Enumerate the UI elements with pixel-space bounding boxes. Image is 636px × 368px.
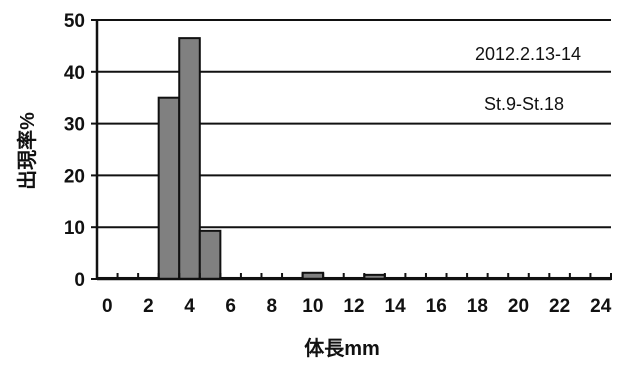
bar-series <box>96 37 613 281</box>
x-tick-label: 16 <box>426 296 447 317</box>
x-tick-label: 14 <box>385 296 407 317</box>
bar-3mm <box>157 96 181 280</box>
x-tick-label: 0 <box>102 296 113 317</box>
x-tick-label: 20 <box>508 296 529 317</box>
date-annotation: 2012.2.13-14 <box>475 44 581 64</box>
station-annotation: St.9-St.18 <box>484 94 564 114</box>
bar-5mm <box>198 229 222 281</box>
x-tick-label: 6 <box>225 296 236 317</box>
x-tick-label: 4 <box>184 296 195 317</box>
y-tick-label: 40 <box>64 63 85 84</box>
y-tick-label: 30 <box>64 115 85 136</box>
y-tick-label: 20 <box>64 166 85 187</box>
x-tick-label: 22 <box>549 296 570 317</box>
y-tick-label: 50 <box>64 11 85 32</box>
axes <box>91 19 612 281</box>
y-tick-label: 10 <box>64 218 85 239</box>
x-tick-label: 24 <box>590 296 612 317</box>
x-tick-label: 12 <box>343 296 364 317</box>
x-tick-label: 10 <box>302 296 323 317</box>
y-tick-label: 0 <box>74 270 85 291</box>
bar-4mm <box>178 37 201 280</box>
y-axis-title: 出現率% <box>15 112 39 190</box>
x-tick-label: 18 <box>467 296 488 317</box>
x-tick-label: 2 <box>143 296 154 317</box>
x-tick-label: 8 <box>266 296 277 317</box>
x-axis-title: 体長mm <box>304 336 380 360</box>
